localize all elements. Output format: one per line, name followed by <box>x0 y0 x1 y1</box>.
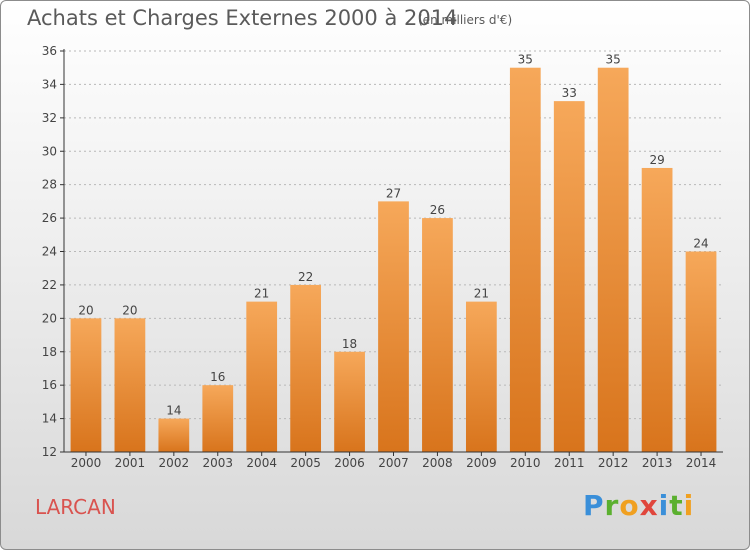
x-tick-label: 2013 <box>642 456 673 470</box>
bar-2013 <box>641 167 673 453</box>
y-tick-label: 28 <box>42 178 57 192</box>
y-tick-label: 20 <box>42 311 57 325</box>
axes <box>60 49 723 456</box>
bar-2012 <box>597 67 629 452</box>
x-tick-label: 2010 <box>510 456 541 470</box>
y-tick-label: 30 <box>42 144 57 158</box>
bar-2007 <box>378 201 409 452</box>
data-label-2004: 21 <box>254 287 269 301</box>
x-tick-label: 2012 <box>598 456 629 470</box>
data-label-2000: 20 <box>78 303 93 317</box>
x-tick-label: 2006 <box>334 456 365 470</box>
logo-letter: r <box>604 489 620 522</box>
x-tick-label: 2003 <box>202 456 233 470</box>
bar-2008 <box>422 218 453 452</box>
data-label-2012: 35 <box>606 53 621 67</box>
proxiti-logo: Proxiti <box>583 489 694 522</box>
y-tick-label: 22 <box>42 278 57 292</box>
y-tick-label: 18 <box>42 345 57 359</box>
data-label-2002: 14 <box>166 404 181 418</box>
x-tick-label: 2002 <box>159 456 190 470</box>
x-tick-label: 2007 <box>378 456 409 470</box>
y-tick-label: 14 <box>42 412 57 426</box>
bar-2005 <box>290 284 322 452</box>
y-tick-label: 12 <box>42 445 57 459</box>
logo-letter: i <box>658 489 670 522</box>
logo-letter: t <box>669 489 684 522</box>
x-tick-label: 2011 <box>554 456 585 470</box>
y-tick-label: 34 <box>42 77 57 91</box>
data-label-2003: 16 <box>210 370 225 384</box>
data-label-2006: 18 <box>342 337 357 351</box>
commune-name: LARCAN <box>35 495 116 519</box>
logo-letter: i <box>683 489 695 522</box>
bars <box>70 67 717 453</box>
chart-subtitle: (en milliers d'€) <box>418 13 513 27</box>
data-label-2010: 35 <box>518 53 533 67</box>
data-label-2007: 27 <box>386 186 401 200</box>
y-tick-label: 32 <box>42 111 57 125</box>
bar-2010 <box>509 67 541 452</box>
bar-2004 <box>246 301 278 452</box>
bar-2002 <box>158 418 190 452</box>
data-label-2008: 26 <box>430 203 445 217</box>
x-tick-label: 2008 <box>422 456 453 470</box>
labels: 12 14 16 18 20 22 24 26 28 30 32 34 36 20 2000 20 2001 14… <box>42 44 717 470</box>
bar-2003 <box>202 385 234 452</box>
bar-2009 <box>465 301 497 452</box>
data-label-2011: 33 <box>562 86 577 100</box>
x-tick-label: 2004 <box>246 456 277 470</box>
chart-title: Achats et Charges Externes 2000 à 2014 <box>27 6 458 30</box>
y-tick-label: 24 <box>42 245 57 259</box>
logo-letter: x <box>639 489 659 522</box>
x-tick-label: 2001 <box>115 456 146 470</box>
bar-2014 <box>685 251 717 452</box>
y-tick-label: 26 <box>42 211 57 225</box>
data-label-2009: 21 <box>474 287 489 301</box>
logo-letter: o <box>619 489 640 522</box>
data-label-2001: 20 <box>122 303 137 317</box>
data-label-2013: 29 <box>649 153 664 167</box>
bar-2006 <box>334 351 365 452</box>
bar-2000 <box>70 318 102 452</box>
logo-letter: P <box>583 489 605 522</box>
x-tick-label: 2000 <box>71 456 102 470</box>
x-tick-label: 2009 <box>466 456 497 470</box>
y-tick-label: 16 <box>42 378 57 392</box>
x-tick-label: 2014 <box>686 456 717 470</box>
x-tick-label: 2005 <box>290 456 321 470</box>
bar-2011 <box>553 101 585 452</box>
data-label-2014: 24 <box>693 237 708 251</box>
data-label-2005: 22 <box>298 270 313 284</box>
y-tick-label: 36 <box>42 44 57 58</box>
bar-2001 <box>114 318 146 452</box>
